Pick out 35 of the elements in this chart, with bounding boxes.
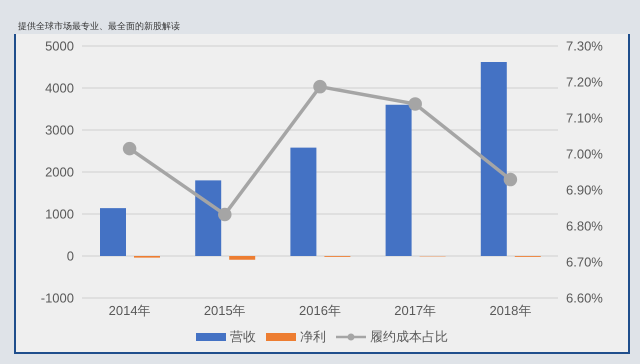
y2-tick-label: 6.70% (566, 254, 604, 270)
bar (386, 104, 412, 256)
y2-tick-label: 7.10% (566, 110, 604, 126)
bar (195, 180, 222, 256)
bar (100, 208, 126, 256)
y-tick-label: -1000 (40, 290, 74, 306)
chart-subtitle: 提供全球市场最专业、最全面的新股解读 (18, 20, 180, 33)
x-tick-label: 2017年 (394, 303, 436, 318)
bar (290, 148, 316, 256)
point (122, 142, 136, 156)
y2-tick-label: 6.80% (566, 218, 604, 234)
y-tick-label: 3000 (45, 122, 74, 138)
x-tick-label: 2015年 (204, 303, 246, 318)
y2-tick-label: 7.00% (566, 146, 604, 162)
point (408, 97, 422, 111)
y-tick-label: 2000 (45, 164, 74, 180)
x-tick-label: 2018年 (489, 303, 532, 318)
point (504, 172, 518, 186)
y-tick-label: 1000 (45, 206, 74, 222)
bar (480, 62, 507, 256)
x-tick-label: 2014年 (108, 303, 151, 318)
y2-tick-label: 7.20% (566, 74, 604, 90)
legend-label: 履约成本占比 (369, 328, 448, 346)
y-tick-label: 4000 (45, 80, 74, 96)
legend-label: 净利 (299, 328, 326, 346)
y-tick-label: 0 (66, 248, 74, 264)
y2-tick-label: 7.30% (566, 38, 604, 54)
y-tick-label: 5000 (45, 38, 74, 54)
y2-tick-label: 6.60% (566, 290, 604, 306)
bar (229, 256, 256, 260)
point (218, 208, 232, 222)
point (313, 80, 327, 94)
legend-label: 营收 (229, 328, 256, 346)
x-tick-label: 2016年 (299, 303, 341, 318)
y2-tick-label: 6.90% (566, 182, 604, 198)
